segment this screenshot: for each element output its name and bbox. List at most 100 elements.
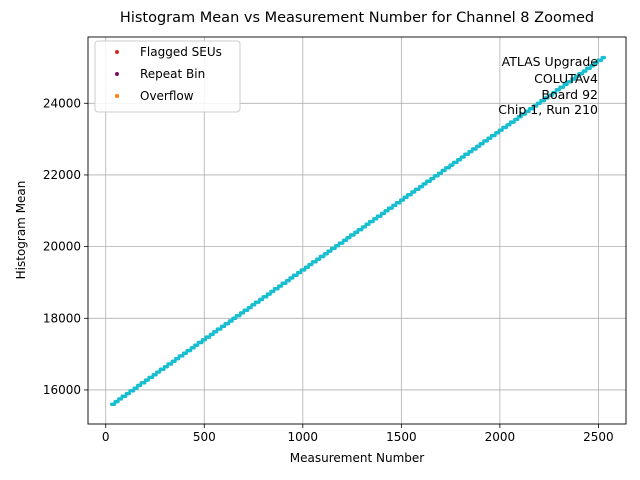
data-point: [512, 120, 516, 124]
data-point: [602, 55, 607, 60]
data-point: [439, 171, 444, 175]
data-point: [116, 399, 120, 404]
data-point: [576, 74, 580, 79]
data-point: [409, 192, 413, 197]
data-point: [447, 166, 451, 170]
data-point: [451, 163, 455, 167]
data-point: [477, 144, 482, 148]
data-point: [322, 254, 326, 259]
data-point: [508, 123, 512, 127]
data-point: [272, 289, 276, 294]
data-point: [424, 182, 428, 186]
data-point: [131, 389, 136, 393]
annotation-line-4: Chip 1, Run 210: [498, 102, 598, 117]
y-tick-label: 24000: [43, 96, 81, 110]
data-point: [279, 284, 284, 288]
data-point: [595, 61, 599, 65]
data-point: [588, 66, 592, 71]
data-point: [485, 139, 490, 143]
data-point: [565, 82, 569, 87]
annotation-line-2: COLUTAv4: [534, 71, 598, 86]
data-point: [553, 90, 558, 95]
data-point: [222, 324, 227, 329]
annotation-line-1: ATLAS Upgrade: [502, 54, 599, 69]
data-point: [112, 402, 117, 406]
data-point: [298, 270, 303, 275]
y-tick-label: 22000: [43, 168, 81, 182]
data-point: [184, 351, 189, 355]
x-tick-label: 1500: [386, 430, 417, 444]
data-point: [367, 222, 371, 226]
data-point: [203, 338, 208, 342]
data-point: [523, 112, 528, 116]
data-point: [260, 297, 265, 302]
x-tick-label: 2500: [583, 430, 614, 444]
data-point: [127, 391, 131, 396]
data-point: [515, 117, 520, 122]
data-point: [363, 225, 368, 229]
y-tick-label: 16000: [43, 383, 81, 397]
data-point: [428, 179, 432, 183]
data-point: [561, 85, 566, 89]
data-point: [405, 195, 409, 200]
data-point: [214, 330, 219, 334]
data-point: [169, 362, 174, 366]
y-tick-label: 18000: [43, 311, 81, 325]
data-point: [162, 367, 166, 372]
x-tick-label: 0: [102, 430, 110, 444]
plot-area: [87, 36, 627, 425]
legend-marker-flagged-seus: [115, 50, 119, 54]
data-point: [284, 281, 288, 286]
data-point: [504, 125, 509, 130]
data-point: [238, 313, 242, 318]
data-point: [599, 58, 604, 62]
data-point: [287, 278, 291, 283]
data-point: [417, 187, 421, 191]
data-point: [462, 155, 466, 159]
data-point: [119, 397, 124, 401]
data-point: [538, 101, 542, 105]
data-point: [341, 241, 345, 245]
data-point: [519, 115, 523, 119]
data-point: [230, 319, 234, 323]
data-point: [592, 63, 596, 68]
y-axis: 16000 18000 20000 22000 24000: [43, 96, 88, 397]
x-axis-label: Measurement Number: [290, 451, 424, 465]
data-point: [257, 300, 261, 304]
data-point: [176, 356, 181, 361]
data-point: [432, 176, 436, 181]
data-point: [393, 203, 398, 208]
data-point: [348, 235, 352, 240]
data-point: [303, 268, 307, 272]
data-point: [249, 305, 253, 310]
data-point: [398, 201, 402, 205]
data-point: [276, 287, 280, 291]
data-point: [188, 348, 193, 353]
data-point: [344, 238, 349, 243]
data-point: [382, 211, 387, 216]
data-point: [241, 311, 246, 315]
data-point: [489, 136, 493, 140]
legend-label-repeat-bin: Repeat Bin: [140, 67, 205, 81]
legend-box: [94, 40, 241, 113]
data-point: [173, 359, 177, 363]
data-point: [401, 198, 406, 202]
data-point: [329, 249, 333, 253]
data-point: [291, 276, 295, 280]
data-point: [386, 209, 390, 213]
data-point: [443, 168, 447, 173]
legend-label-overflow: Overflow: [140, 89, 194, 103]
x-axis: 0 500 1000 1500 2000 2500: [102, 424, 614, 444]
data-points: [109, 55, 607, 406]
data-point: [470, 149, 474, 154]
data-point: [146, 378, 150, 382]
data-point: [317, 257, 322, 261]
data-point: [265, 295, 269, 299]
data-point: [157, 370, 162, 374]
data-point: [207, 335, 212, 339]
data-point: [154, 373, 158, 377]
data-point: [336, 244, 341, 248]
data-point: [573, 77, 577, 81]
y-tick-label: 20000: [43, 240, 81, 254]
data-point: [310, 262, 314, 267]
